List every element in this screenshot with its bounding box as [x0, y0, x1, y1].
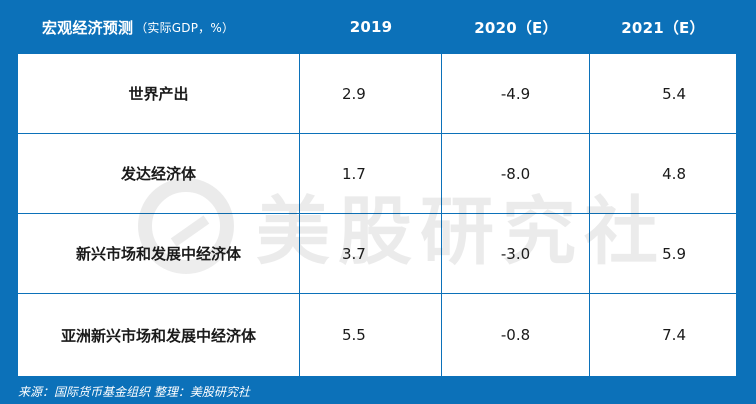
cell-2019: 5.5	[300, 294, 442, 376]
table-row: 发达经济体 1.7 -8.0 4.8	[18, 134, 736, 214]
cell-2019: 3.7	[300, 214, 442, 293]
cell-2021: 4.8	[662, 164, 686, 183]
header-col-2020: 2020（E）	[474, 18, 558, 37]
forecast-table: 宏观经济预测 （实际GDP，%） 2019 2020（E） 2021（E） 世界…	[18, 0, 736, 377]
cell-2021: 5.9	[662, 244, 686, 263]
table-row: 新兴市场和发展中经济体 3.7 -3.0 5.9	[18, 214, 736, 294]
cell-2020: -3.0	[442, 214, 590, 293]
table-header: 宏观经济预测 （实际GDP，%） 2019 2020（E） 2021（E）	[18, 0, 736, 54]
header-unit: （实际GDP，%）	[135, 20, 235, 35]
row-label: 新兴市场和发展中经济体	[18, 214, 300, 293]
cell-2020: -0.8	[442, 294, 590, 376]
header-title: 宏观经济预测	[42, 18, 134, 37]
row-label: 亚洲新兴市场和发展中经济体	[18, 294, 300, 376]
cell-2019: 1.7	[300, 134, 442, 213]
row-label: 世界产出	[18, 54, 300, 133]
table-body: 世界产出 2.9 -4.9 5.4 发达经济体 1.7 -8.0 4.8 新兴市…	[18, 54, 736, 377]
cell-2019: 2.9	[300, 54, 442, 133]
row-label: 发达经济体	[18, 134, 300, 213]
cell-2021: 5.4	[662, 84, 686, 103]
source-note: 来源：国际货币基金组织 整理：美股研究社	[18, 384, 250, 399]
header-col-2019: 2019	[349, 18, 393, 36]
header-label-cell: 宏观经济预测 （实际GDP，%）	[18, 0, 300, 54]
cell-2021: 7.4	[662, 326, 686, 344]
cell-2020: -4.9	[442, 54, 590, 133]
header-col-2021: 2021（E）	[621, 18, 705, 37]
table-row: 世界产出 2.9 -4.9 5.4	[18, 54, 736, 134]
table-row: 亚洲新兴市场和发展中经济体 5.5 -0.8 7.4	[18, 294, 736, 377]
cell-2020: -8.0	[442, 134, 590, 213]
